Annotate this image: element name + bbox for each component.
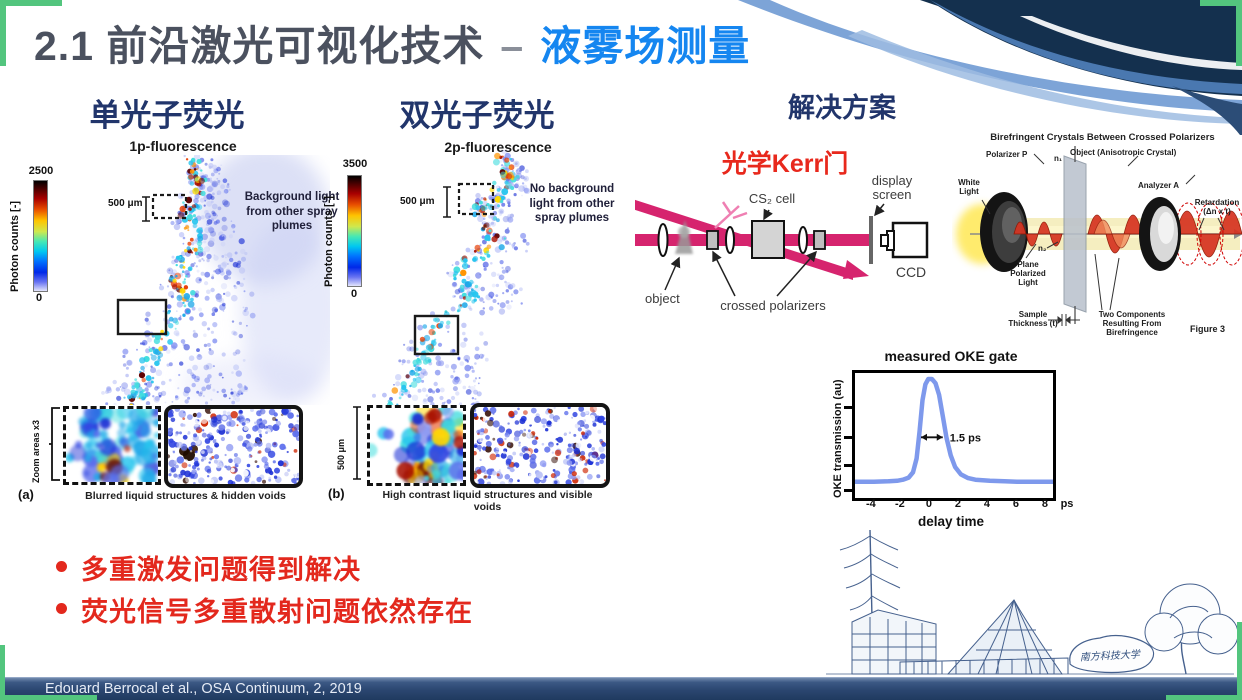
swoosh-decoration [738, 0, 1242, 135]
list-item: 荧光信号多重散射问题依然存在 [56, 590, 473, 629]
heading-1p: 单光子荧光 [89, 98, 245, 133]
bullet-icon [56, 561, 67, 572]
corner-accent-top-left-v [0, 0, 6, 66]
zoom-panel-1p-right [164, 405, 303, 488]
x-tick-label: -4 [865, 498, 876, 510]
zoom-label-1p: Zoom areas x3 [31, 419, 41, 483]
corner-accent-bottom-right-h [1166, 695, 1242, 700]
heading-2p: 双光子荧光 [399, 98, 555, 133]
colorbar-min-1p: 0 [35, 292, 43, 304]
x-tick-label: 0 [925, 498, 932, 510]
chart-title: measured OKE gate [884, 348, 1018, 364]
corner-accent-top-right-h [1200, 0, 1242, 6]
corner-accent-top-right-v [1236, 0, 1242, 66]
birefringence-title: Birefringent Crystals Between Crossed Po… [990, 132, 1215, 143]
y-tick [844, 406, 852, 409]
footer-bar: Edouard Berrocal et al., OSA Continuum, … [0, 677, 1242, 700]
corner-accent-bottom-right-v [1237, 622, 1242, 700]
colorbar-label-1p: Photon counts [-] [9, 200, 21, 292]
label-n1: n₁ [1054, 154, 1063, 163]
zoom-panel-2p-left [363, 399, 469, 493]
x-tick-label: 4 [983, 498, 990, 510]
list-item: 多重激发问题得到解决 [56, 548, 473, 587]
label-figure-3: Figure 3 [1190, 324, 1226, 334]
bullet-text-1: 多重激发问题得到解决 [81, 555, 361, 585]
y-tick [844, 464, 852, 467]
fwhm-annotation: 1.5 ps [921, 432, 981, 444]
colorbar-max-2p: 3500 [342, 158, 368, 170]
bullet-text-2: 荧光信号多重散射问题依然存在 [81, 597, 473, 627]
label-ccd: CCD [895, 264, 927, 280]
colorbar-min-2p: 0 [350, 288, 358, 300]
label-two-components: Two Components Resulting From Birefringe… [1098, 310, 1166, 338]
x-tick-label: -2 [894, 498, 905, 510]
label-object-crystal: Object (Anisotropic Crystal) [1070, 148, 1177, 157]
figure-title-1p: 1p-fluorescence [129, 138, 237, 154]
panel-letter-b: (b) [328, 486, 345, 501]
zoom-scalebar-2p [353, 406, 361, 480]
x-tick-label: 6 [1012, 498, 1019, 510]
label-cs2-cell: CS₂ cell [748, 191, 796, 206]
label-crossed-polarizers: crossed polarizers [720, 298, 826, 313]
annotation-2p: No background light from other spray plu… [529, 183, 615, 225]
label-sample-thickness: Sample Thickness (t) [1008, 310, 1058, 329]
title-main: 2.1 前沿激光可视化技术 [34, 23, 485, 69]
y-tick [844, 436, 852, 439]
colorbar-1p [33, 180, 48, 292]
birefringence-diagram [956, 146, 1242, 326]
zoom-scale-label-2p: 500 μm [336, 438, 346, 470]
chart-plot-area: 1.5 ps [852, 370, 1056, 501]
label-display-screen: display screen [871, 173, 913, 203]
label-analyzer-a: Analyzer A [1138, 181, 1180, 190]
colorbar-2p [347, 175, 362, 287]
bullet-icon [56, 603, 67, 614]
heading-solution: 解决方案 [788, 93, 896, 123]
label-object: object [645, 291, 680, 306]
university-logo-text: 南方科技大学 [1080, 648, 1142, 663]
zoom-panel-1p-left [63, 400, 161, 490]
zoom-bracket-1p [49, 407, 60, 481]
kerr-gate-diagram [635, 199, 929, 297]
title-dash: – [500, 23, 525, 69]
y-tick [844, 489, 852, 492]
spray-image-2p [372, 150, 531, 405]
x-unit-label: ps [1060, 498, 1074, 510]
title-highlight: 液雾场测量 [540, 23, 751, 69]
figure-title-2p: 2p-fluorescence [444, 139, 552, 155]
corner-accent-bottom-left-v [0, 645, 5, 700]
footer-citation: Edouard Berrocal et al., OSA Continuum, … [45, 681, 362, 697]
label-retardation: Retardation (Δn x t) [1194, 198, 1240, 217]
fwhm-label: 1.5 ps [950, 432, 981, 444]
label-n2: n₂ [1038, 244, 1047, 253]
colorbar-label-2p: Photon counts [-] [323, 195, 335, 287]
corner-accent-top-left-h [0, 0, 62, 6]
label-white-light: White Light [958, 178, 980, 197]
spray-image-1p [101, 155, 330, 405]
annotation-1p: Background light from other spray plumes [244, 191, 340, 233]
chart-xlabel: delay time [917, 514, 985, 529]
scale-label-2p: 500 μm [400, 196, 435, 207]
label-plane-polarized: Plane Polarized Light [1010, 260, 1046, 288]
kerr-gate-title: 光学Kerr门 [721, 150, 849, 178]
oke-chart: measured OKE gate OKE transmission (au) … [832, 346, 1094, 536]
oke-curve-line [855, 376, 1053, 485]
campus-sketch: 南方科技大学 [826, 529, 1239, 675]
scale-label-1p: 500 μm [108, 198, 143, 209]
label-polarizer-p: Polarizer P [986, 150, 1028, 159]
page-title: 2.1 前沿激光可视化技术 – 液雾场测量 [34, 12, 750, 72]
panel-letter-a: (a) [18, 487, 34, 502]
chart-ylabel: OKE transmission (au) [832, 379, 844, 498]
caption-2p: High contrast liquid structures and visi… [382, 489, 593, 513]
zoom-panel-2p-right [470, 403, 610, 488]
x-tick-label: 8 [1041, 498, 1048, 510]
colorbar-max-1p: 2500 [28, 165, 54, 177]
caption-1p: Blurred liquid structures & hidden voids [85, 490, 286, 502]
corner-accent-bottom-left-h [0, 695, 97, 700]
conclusion-list: 多重激发问题得到解决 荧光信号多重散射问题依然存在 [56, 548, 473, 629]
x-tick-label: 2 [954, 498, 961, 510]
